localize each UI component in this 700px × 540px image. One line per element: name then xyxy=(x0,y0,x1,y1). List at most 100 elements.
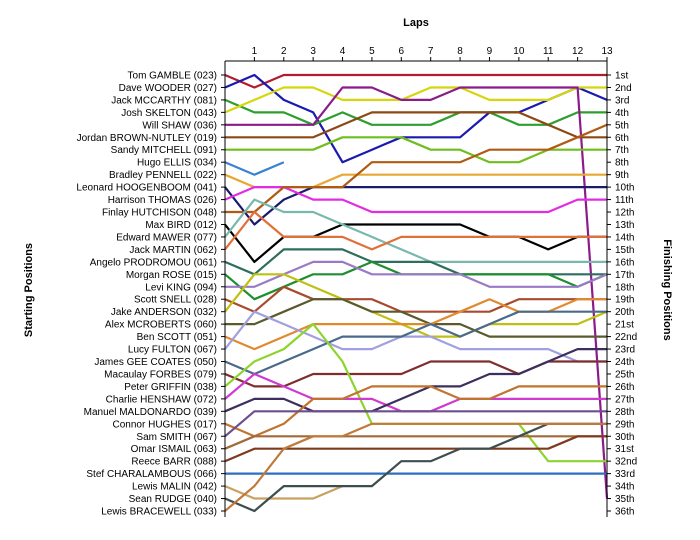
driver-position-line xyxy=(225,111,607,139)
finishing-position-label: 18th xyxy=(615,282,634,293)
driver-position-line xyxy=(224,285,607,313)
starting-driver-label: Dave WOODER (027) xyxy=(119,83,217,94)
finishing-position-label: 7th xyxy=(615,145,629,156)
starting-driver-label: Tom GAMBLE (023) xyxy=(128,71,217,82)
finishing-position-label: 15th xyxy=(615,245,634,256)
starting-driver-label: Jordan BROWN-NUTLEY (019) xyxy=(77,133,217,144)
finishing-position-label: 23rd xyxy=(615,345,635,356)
starting-driver-label: Connor HUGHES (017) xyxy=(113,419,217,430)
finishing-positions-axis: 1st2nd3rd4th5th6th7th8th9th10th11th12th1… xyxy=(607,71,637,518)
driver-position-line xyxy=(224,210,607,251)
series-lines xyxy=(224,73,609,513)
starting-driver-label: Alex MCROBERTS (060) xyxy=(105,320,217,331)
driver-position-line xyxy=(224,273,608,338)
finishing-position-label: 30th xyxy=(615,432,634,443)
driver-position-line xyxy=(224,98,607,126)
driver-position-line xyxy=(224,260,608,301)
starting-driver-label: Jake ANDERSON (032) xyxy=(111,307,217,318)
driver-position-line xyxy=(224,73,608,164)
x-tick-label: 5 xyxy=(369,46,375,57)
driver-position-line xyxy=(224,385,607,438)
finishing-position-label: 22nd xyxy=(615,332,637,343)
driver-position-line xyxy=(224,348,607,413)
finishing-position-label: 34th xyxy=(615,482,634,493)
driver-position-line xyxy=(224,435,607,450)
starting-driver-label: Will SHAW (036) xyxy=(142,120,217,131)
driver-position-line xyxy=(225,136,607,164)
x-tick-label: 7 xyxy=(428,46,434,57)
finishing-position-label: 9th xyxy=(615,170,629,181)
starting-driver-label: Jack MCCARTHY (081) xyxy=(111,95,217,106)
driver-position-line xyxy=(224,73,607,89)
driver-position-line xyxy=(224,310,607,363)
starting-driver-label: Stef CHARALAMBOUS (066) xyxy=(86,469,217,480)
starting-positions-axis: Tom GAMBLE (023)Dave WOODER (027)Jack MC… xyxy=(76,71,225,518)
starting-driver-label: Finlay HUTCHISON (048) xyxy=(102,208,217,219)
driver-position-line xyxy=(225,86,609,499)
finishing-position-label: 8th xyxy=(615,158,629,169)
x-tick-label: 11 xyxy=(543,46,554,57)
starting-driver-label: Charlie HENSHAW (072) xyxy=(106,394,217,405)
x-tick-label: 10 xyxy=(513,46,525,57)
starting-driver-label: Manuel MALDONARDO (039) xyxy=(84,407,217,418)
finishing-position-label: 35th xyxy=(615,494,634,505)
starting-driver-label: Leonard HOOGENBOOM (041) xyxy=(76,183,217,194)
finishing-position-label: 24th xyxy=(615,357,634,368)
finishing-position-label: 16th xyxy=(615,257,634,268)
starting-driver-label: Harrison THOMAS (026) xyxy=(108,195,217,206)
driver-position-line xyxy=(225,298,607,338)
finishing-position-label: 5th xyxy=(615,120,629,131)
driver-position-line xyxy=(224,186,607,226)
driver-position-line xyxy=(225,123,608,214)
finishing-position-label: 3rd xyxy=(615,95,629,106)
starting-driver-label: Lucy FULTON (067) xyxy=(128,345,217,356)
x-tick-label: 13 xyxy=(601,46,613,57)
x-tick-label: 8 xyxy=(457,46,463,57)
driver-position-line xyxy=(224,86,607,114)
finishing-position-label: 12th xyxy=(615,208,634,219)
finishing-position-label: 10th xyxy=(615,183,634,194)
x-axis-title: Laps xyxy=(403,17,429,29)
driver-position-line xyxy=(224,435,607,463)
x-tick-label: 9 xyxy=(487,46,493,57)
driver-position-line xyxy=(224,360,607,388)
starting-driver-label: James GEE COATES (050) xyxy=(94,357,217,368)
driver-position-line xyxy=(224,173,607,189)
starting-driver-label: Angelo PRODROMOU (061) xyxy=(90,257,217,268)
finishing-position-label: 6th xyxy=(615,133,629,144)
finishing-position-label: 31st xyxy=(615,444,634,455)
finishing-position-label: 1st xyxy=(615,71,629,82)
starting-driver-label: Lewis BRACEWELL (033) xyxy=(101,507,217,518)
driver-position-line xyxy=(224,198,607,263)
finishing-position-label: 32nd xyxy=(615,457,637,468)
finishing-position-label: 4th xyxy=(615,108,629,119)
finishing-position-label: 21st xyxy=(615,320,634,331)
y-axis-title-right: Finishing Positions xyxy=(661,239,673,340)
driver-position-line xyxy=(225,260,608,288)
driver-position-line xyxy=(224,161,285,176)
driver-position-line xyxy=(224,186,607,214)
starting-driver-label: Max BIRD (012) xyxy=(145,220,217,231)
starting-driver-label: Lewis MALIN (042) xyxy=(132,482,217,493)
starting-driver-label: Bradley PENNELL (022) xyxy=(109,170,217,181)
starting-driver-label: Ben SCOTT (051) xyxy=(137,332,217,343)
starting-driver-label: Levi KING (094) xyxy=(145,282,217,293)
driver-position-line xyxy=(224,310,607,376)
x-tick-label: 1 xyxy=(252,46,258,57)
finishing-position-label: 36th xyxy=(615,507,634,518)
starting-driver-label: Omar ISMAIL (063) xyxy=(131,444,217,455)
driver-position-line xyxy=(224,422,607,512)
starting-driver-label: Josh SKELTON (043) xyxy=(121,108,217,119)
x-axis: 1 2 3 4 5 6 7 8 9 10 11 12 13 xyxy=(252,46,613,61)
finishing-position-label: 25th xyxy=(615,369,634,380)
starting-driver-label: Macaulay FORBES (079) xyxy=(104,369,217,380)
finishing-position-label: 17th xyxy=(615,270,634,281)
x-tick-label: 6 xyxy=(399,46,405,57)
starting-driver-label: Sean RUDGE (040) xyxy=(129,494,217,505)
starting-driver-label: Jack MARTIN (062) xyxy=(129,245,217,256)
finishing-position-label: 26th xyxy=(615,382,634,393)
finishing-position-label: 29th xyxy=(615,419,634,430)
driver-position-line xyxy=(224,422,607,513)
finishing-position-label: 2nd xyxy=(615,83,632,94)
